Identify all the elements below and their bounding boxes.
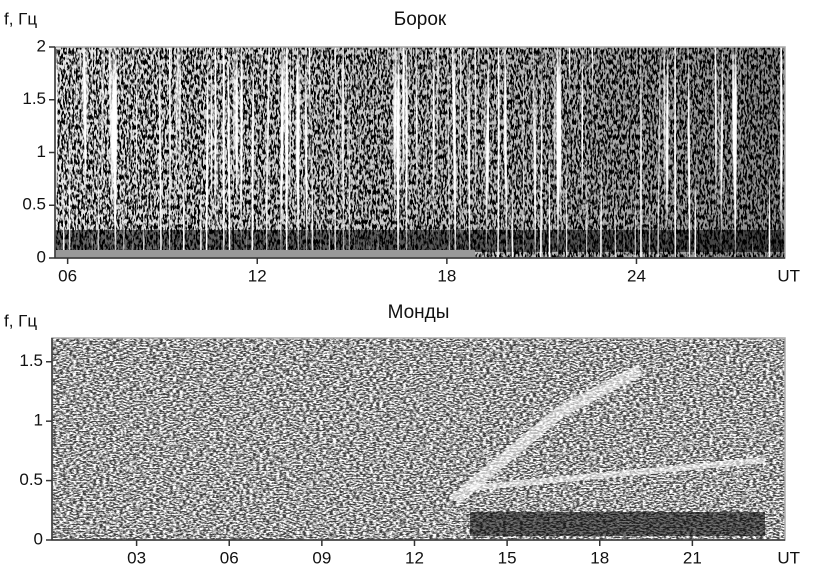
spectrogram-texture-1 (55, 47, 785, 258)
y-tick-label: 2 (37, 36, 46, 55)
x-tick-label: 24 (627, 266, 646, 285)
y-tick-label: 0 (37, 247, 46, 266)
x-axis-label: UT (777, 548, 800, 566)
y-tick-label: 1 (34, 411, 43, 430)
x-tick-label: 03 (127, 548, 146, 566)
x-tick-label: 06 (220, 548, 239, 566)
y-tick-label: 0 (34, 529, 43, 548)
y-tick-label: 1.5 (19, 351, 43, 370)
x-tick-label: 09 (312, 548, 331, 566)
y-axis-label: f, Гц (4, 9, 37, 28)
chart-title: Борок (394, 9, 447, 30)
y-tick-label: 0.5 (19, 470, 43, 489)
x-tick-label: 18 (590, 548, 609, 566)
chart-title: Монды (388, 302, 450, 323)
y-tick-label: 0.5 (22, 195, 46, 214)
spectrogram-texture-2 (52, 338, 785, 540)
x-tick-label: 06 (58, 266, 77, 285)
y-tick-label: 1 (37, 142, 46, 161)
y-axis-label: f, Гц (4, 311, 37, 330)
x-tick-label: 18 (437, 266, 456, 285)
y-tick-label: 1.5 (22, 89, 46, 108)
x-axis-label: UT (777, 266, 800, 285)
x-tick-label: 21 (683, 548, 702, 566)
x-tick-label: 12 (405, 548, 424, 566)
x-tick-label: 15 (498, 548, 517, 566)
x-tick-label: 12 (248, 266, 267, 285)
